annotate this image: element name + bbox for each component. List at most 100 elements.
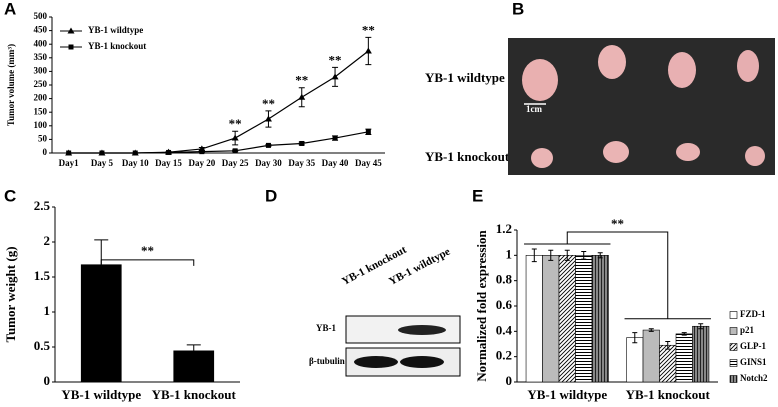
line [68,131,369,154]
y-axis-label: Normalized fold expression [474,230,489,382]
legend-label: p21 [740,325,755,335]
legend-swatch [729,343,738,351]
marker [364,47,372,54]
error-bar [648,328,654,332]
y-tick-label: 2.5 [34,198,51,213]
y-tick-label: 500 [34,11,48,21]
x-tick-label: Day 45 [355,158,382,168]
bar [642,329,660,383]
photo [508,38,775,175]
bar [173,350,215,382]
annotation: ** [262,96,275,111]
panel-label: E [472,186,483,205]
annotation: ** [229,116,242,131]
x-tick-label: Day 25 [222,158,249,168]
bar [675,333,693,383]
error-bar [665,340,671,350]
x-tick-label: YB-1 knockout [152,387,237,402]
annotation: ** [329,52,342,67]
marker [199,149,205,155]
legend-swatch [729,311,738,319]
legend-marker [67,27,75,34]
y-tick-label: 0 [43,147,48,157]
error-bar [597,252,603,259]
bar [542,255,560,383]
y-tick-label: 200 [34,93,48,103]
marker [299,140,305,146]
marker [365,129,371,135]
legend-swatch [729,327,738,335]
y-tick-label: 400 [34,38,48,48]
marker [264,115,272,122]
annotation: ** [295,73,308,88]
legend-label: Notch2 [740,373,768,383]
x-tick-label: Day 30 [255,158,282,168]
annotation: ** [362,22,375,37]
bar [659,344,677,383]
y-tick-label: 0.8 [496,272,513,287]
marker [166,149,172,155]
x-tick-label: Day1 [59,158,79,168]
error-bar [681,332,687,336]
legend-label: GINS1 [740,357,767,367]
y-tick-label: 50 [38,133,48,143]
x-tick-label: Day 10 [122,158,149,168]
bar [591,255,609,383]
marker [132,150,138,156]
error-bar [531,248,537,263]
y-tick-label: 150 [34,106,48,116]
marker [99,150,105,156]
error-bar [698,323,704,330]
bar [558,255,576,383]
x-tick-label: Day 40 [322,158,349,168]
blot-row-label: YB-1 [316,323,336,333]
x-tick-label: Day 15 [155,158,182,168]
y-tick-label: 1 [506,246,513,261]
y-tick-label: 100 [34,120,48,130]
line [68,50,369,154]
x-tick-label: YB-1 wildtype [527,387,607,402]
scale-label: 1cm [526,104,542,114]
annotation: ** [611,216,624,231]
panel-label: B [512,0,524,18]
blot [345,315,461,377]
y-tick-label: 450 [34,25,48,35]
y-tick-label: 0.6 [496,297,513,312]
y-axis-label: Tumor volume (mm³) [6,44,16,126]
y-axis-label: Tumor weight (g) [3,246,18,342]
legend-swatch [729,359,738,367]
photo-row-label: YB-1 knockout [425,149,510,164]
legend-label: YB-1 knockout [88,41,146,51]
marker [331,73,339,80]
panel-label: A [4,0,16,18]
y-tick-label: 300 [34,65,48,75]
panel-label: D [265,186,277,205]
x-tick-label: Day 35 [288,158,315,168]
legend-swatch [729,375,738,383]
legend-marker [68,44,74,50]
legend-label: YB-1 wildtype [88,25,143,35]
bar [80,264,122,382]
marker [231,134,239,141]
bar [575,255,593,383]
error-bar [632,332,638,344]
bracket [100,259,195,266]
error-bar [548,249,554,261]
y-tick-label: 0.5 [34,338,51,353]
marker [332,135,338,141]
marker [66,150,72,156]
marker [265,142,271,148]
bracket [566,231,669,319]
bar [692,325,710,383]
x-tick-label: Day 5 [91,158,114,168]
bar [525,255,543,383]
error-bar [564,249,570,261]
error-bar [186,344,201,351]
y-tick-label: 350 [34,52,48,62]
y-tick-label: 1.5 [34,268,51,283]
y-tick-label: 1 [44,303,51,318]
y-tick-label: 0.4 [496,322,513,337]
marker [232,148,238,154]
x-tick-label: YB-1 wildtype [61,387,141,402]
